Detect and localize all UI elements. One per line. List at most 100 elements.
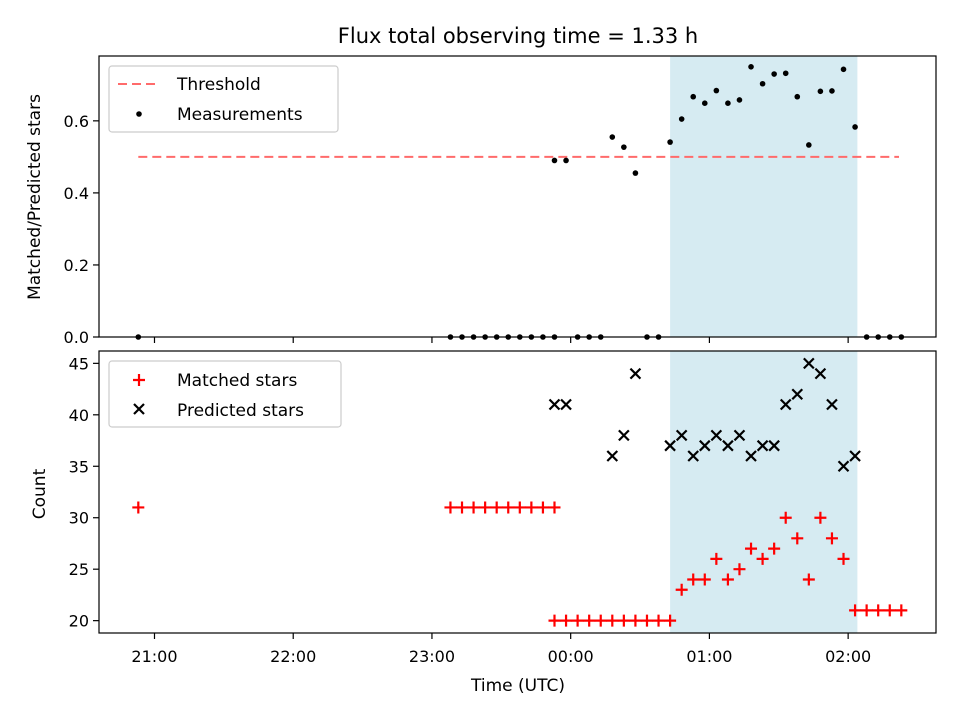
top-legend-frame	[108, 65, 339, 133]
top-panel-highlight-span	[670, 56, 858, 337]
predicted-stars-legend-swatch	[133, 403, 145, 415]
top-y-tick-label: 0.0	[64, 328, 89, 347]
predicted-star-point	[675, 429, 688, 442]
threshold-legend-label: Threshold	[176, 75, 261, 95]
measurement-point	[806, 142, 812, 148]
measurement-point	[736, 97, 743, 103]
matched-star-point	[802, 573, 815, 586]
predicted-star-point	[710, 429, 723, 442]
matched-star-point	[640, 614, 653, 627]
bottom-y-tick-label: 40	[69, 406, 89, 425]
matched-star-point	[779, 511, 792, 524]
matched-star-point	[687, 573, 700, 586]
matched-star-point	[513, 501, 526, 514]
measurement-point	[632, 170, 639, 176]
matched-star-point	[664, 614, 677, 627]
matched-stars-legend-swatch	[133, 374, 145, 386]
matched-star-point	[132, 501, 145, 514]
predicted-star-point	[803, 357, 815, 370]
measurement-point	[840, 66, 847, 73]
measurement-point	[609, 134, 616, 140]
matched-star-point	[675, 583, 688, 596]
measurements-legend-swatch	[136, 111, 142, 117]
predicted-star-point	[629, 367, 642, 380]
bottom-y-tick-label: 20	[69, 612, 89, 631]
measurement-point	[748, 64, 754, 70]
bottom-x-axis-ticks: 21:00 22:00 23:00 00:00 01:00 02:00	[131, 633, 871, 666]
matched-star-point	[698, 573, 711, 586]
measurement-point	[771, 71, 777, 77]
x-tick-label: 02:00	[825, 647, 871, 666]
top-y-axis-ticks: 0.0 0.2 0.4 0.6	[64, 112, 99, 347]
measurement-point	[725, 100, 731, 106]
matched-star-point	[583, 614, 596, 627]
matched-star-point	[756, 552, 769, 565]
predicted-star-point	[837, 460, 850, 473]
chart-title: Flux total observing time = 1.33 h	[338, 24, 698, 48]
measurement-point	[782, 70, 789, 77]
matched-star-point	[490, 501, 503, 514]
bottom-panel-frame	[98, 350, 937, 634]
bottom-panel-highlight-span	[670, 351, 858, 633]
matched-star-point	[629, 614, 642, 627]
matched-star-point	[536, 501, 549, 514]
x-tick-label: 21:00	[131, 647, 177, 666]
measurement-point	[713, 87, 720, 94]
top-y-tick-label: 0.6	[64, 112, 89, 131]
matched-star-point	[883, 604, 896, 617]
predicted-star-point	[814, 367, 827, 380]
matched-star-point	[594, 614, 607, 627]
matched-star-point	[548, 614, 561, 627]
bottom-y-axis-label: Count	[30, 468, 50, 519]
bottom-legend: Matched stars Predicted stars	[108, 360, 342, 428]
predicted-star-point	[826, 398, 838, 411]
top-x-axis-ticks	[153, 337, 849, 343]
predicted-star-point	[618, 429, 630, 442]
matched-star-point	[456, 501, 469, 514]
predicted-star-point	[699, 439, 711, 452]
matched-star-point	[652, 614, 665, 627]
matched-stars-legend-label: Matched stars	[177, 371, 297, 391]
measurement-point	[563, 157, 569, 164]
x-tick-label: 00:00	[548, 647, 594, 666]
top-panel: 0.0 0.2 0.4 0.6 Matched/Predicted stars Thr…	[25, 55, 937, 347]
matched-star-point	[710, 552, 723, 565]
matched-star-point	[617, 614, 630, 627]
predicted-star-point	[664, 439, 676, 452]
x-tick-label: 23:00	[409, 647, 455, 666]
matched-star-point	[548, 501, 561, 514]
measurements-legend-label: Measurements	[177, 105, 303, 125]
matched-star-point	[525, 501, 538, 514]
predicted-star-point	[849, 450, 861, 462]
matched-star-point	[814, 511, 827, 524]
measurement-point	[794, 93, 801, 100]
predicted-star-point	[768, 439, 780, 452]
bottom-y-tick-label: 45	[69, 354, 89, 373]
bottom-y-axis-ticks: 20 25 30 35 40 45	[69, 354, 99, 631]
measurement-point	[817, 88, 824, 95]
matched-star-point	[768, 542, 781, 555]
predicted-star-point	[733, 429, 746, 442]
predicted-star-point	[779, 398, 792, 411]
matched-star-point	[895, 604, 908, 617]
matched-star-point	[849, 604, 862, 617]
matched-star-point	[571, 614, 584, 627]
measurement-point	[551, 157, 558, 164]
top-legend: Threshold Measurements	[108, 65, 339, 133]
top-y-axis-label: Matched/Predicted stars	[25, 94, 45, 300]
predicted-star-point	[560, 398, 572, 411]
matched-star-point	[872, 604, 885, 617]
matched-star-point	[560, 614, 573, 627]
x-axis-label: Time (UTC)	[470, 676, 565, 696]
x-tick-label: 01:00	[686, 647, 732, 666]
matched-star-point	[606, 614, 619, 627]
x-tick-label: 22:00	[270, 647, 316, 666]
bottom-y-tick-label: 35	[69, 457, 89, 476]
matched-star-point	[825, 532, 838, 545]
matched-star-point	[791, 532, 804, 545]
matched-star-point	[479, 501, 492, 514]
matched-star-point	[745, 542, 758, 555]
measurement-point	[690, 93, 697, 100]
predicted-star-point	[791, 388, 804, 401]
